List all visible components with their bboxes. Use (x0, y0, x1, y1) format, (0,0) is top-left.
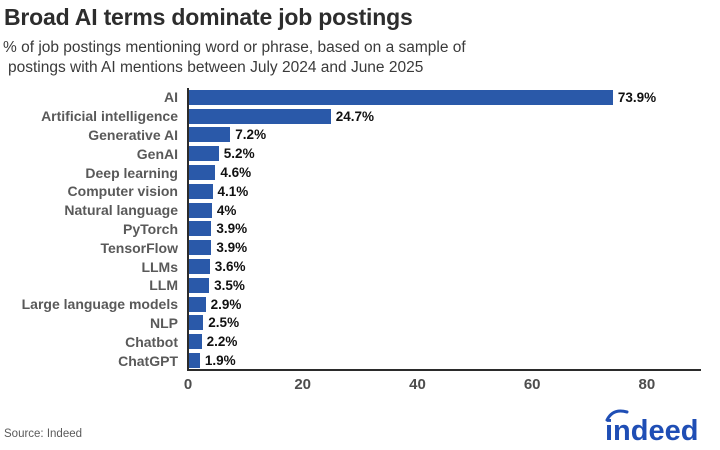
bar (189, 277, 210, 293)
bar (189, 202, 212, 218)
value-label: 4.1% (217, 183, 249, 199)
source-note: Source: Indeed (4, 428, 83, 440)
bar (189, 127, 231, 143)
bar (189, 146, 219, 162)
value-label: 2.2% (206, 334, 238, 350)
chart-subtitle-line-1: % of job postings mentioning word or phr… (3, 39, 466, 56)
logo-wordmark: indeed (605, 415, 698, 446)
value-label: 2.5% (208, 315, 240, 331)
category-label: LLM (149, 277, 178, 294)
x-tick-label: 80 (638, 376, 656, 393)
bar-row: LLM 3.5% (0, 276, 720, 295)
category-label: Deep learning (85, 164, 178, 181)
x-tick-label: 40 (409, 376, 426, 393)
category-label: ChatGPT (118, 352, 178, 369)
value-label: 1.9% (204, 353, 236, 369)
value-label: 7.2% (235, 127, 267, 143)
logo-swoosh (605, 409, 629, 422)
bar-row: AI 73.9% (0, 88, 720, 107)
value-label: 24.7% (335, 108, 374, 124)
bar (189, 183, 213, 199)
bar-row: TensorFlow 3.9% (0, 238, 720, 257)
bar (189, 353, 200, 369)
category-label: NLP (150, 314, 178, 331)
category-label: GenAI (136, 145, 178, 162)
category-label: Natural language (64, 202, 178, 219)
bar (189, 221, 212, 237)
x-tick-label: 60 (523, 376, 541, 393)
bar (189, 240, 212, 256)
chart-subtitle-line-2: postings with AI mentions between July 2… (8, 59, 424, 76)
category-label: PyTorch (123, 220, 178, 237)
x-tick-label: 0 (183, 376, 193, 393)
bar-row: Chatbot 2.2% (0, 332, 720, 351)
value-label: 5.2% (223, 146, 255, 162)
indeed-logo-graphic: indeed (605, 409, 698, 447)
category-label: Large language models (21, 296, 178, 313)
bar-chart-plot-area: AI 73.9% Artificial intelligence 24.7% Gener… (0, 88, 720, 370)
category-label: Generative AI (88, 126, 178, 143)
bar-row: Natural language 4% (0, 201, 720, 220)
value-label: 3.9% (216, 240, 248, 256)
value-label: 3.6% (214, 259, 246, 275)
category-label: Computer vision (67, 183, 178, 200)
x-tick-label: 20 (294, 376, 312, 393)
bar-row: LLMs 3.6% (0, 257, 720, 276)
value-label: 3.9% (216, 221, 248, 237)
value-label: 4.6% (220, 165, 252, 181)
category-label: Chatbot (125, 333, 178, 350)
bar-row: GenAI 5.2% (0, 144, 720, 163)
value-label: 3.5% (214, 277, 245, 293)
bar-row: Generative AI 7.2% (0, 126, 720, 145)
chart-title: Broad AI terms dominate job postings (4, 4, 413, 30)
bar (189, 165, 216, 181)
bar (189, 315, 204, 331)
bar (189, 259, 210, 275)
indeed-logo: indeed (604, 406, 708, 450)
category-label: AI (164, 89, 178, 106)
bar-row: Artificial intelligence 24.7% (0, 107, 720, 126)
y-axis-line (187, 88, 189, 371)
value-label: 4% (216, 202, 237, 218)
bar-row: ChatGPT 1.9% (0, 351, 720, 370)
bar-row: Computer vision 4.1% (0, 182, 720, 201)
x-axis-line (187, 369, 701, 371)
bar (189, 108, 331, 124)
bar-row: Deep learning 4.6% (0, 163, 720, 182)
bar (189, 296, 206, 312)
value-label: 2.9% (210, 296, 242, 312)
category-label: Artificial intelligence (41, 108, 178, 125)
bar-row: Large language models 2.9% (0, 295, 720, 314)
bar (189, 89, 613, 105)
x-axis-ticks: 0 20 40 60 80 (183, 376, 701, 396)
bar-row: NLP 2.5% (0, 314, 720, 333)
category-label: TensorFlow (100, 239, 178, 256)
bar (189, 334, 202, 350)
category-label: LLMs (141, 258, 178, 275)
value-label: 73.9% (617, 89, 657, 105)
bar-row: PyTorch 3.9% (0, 220, 720, 239)
